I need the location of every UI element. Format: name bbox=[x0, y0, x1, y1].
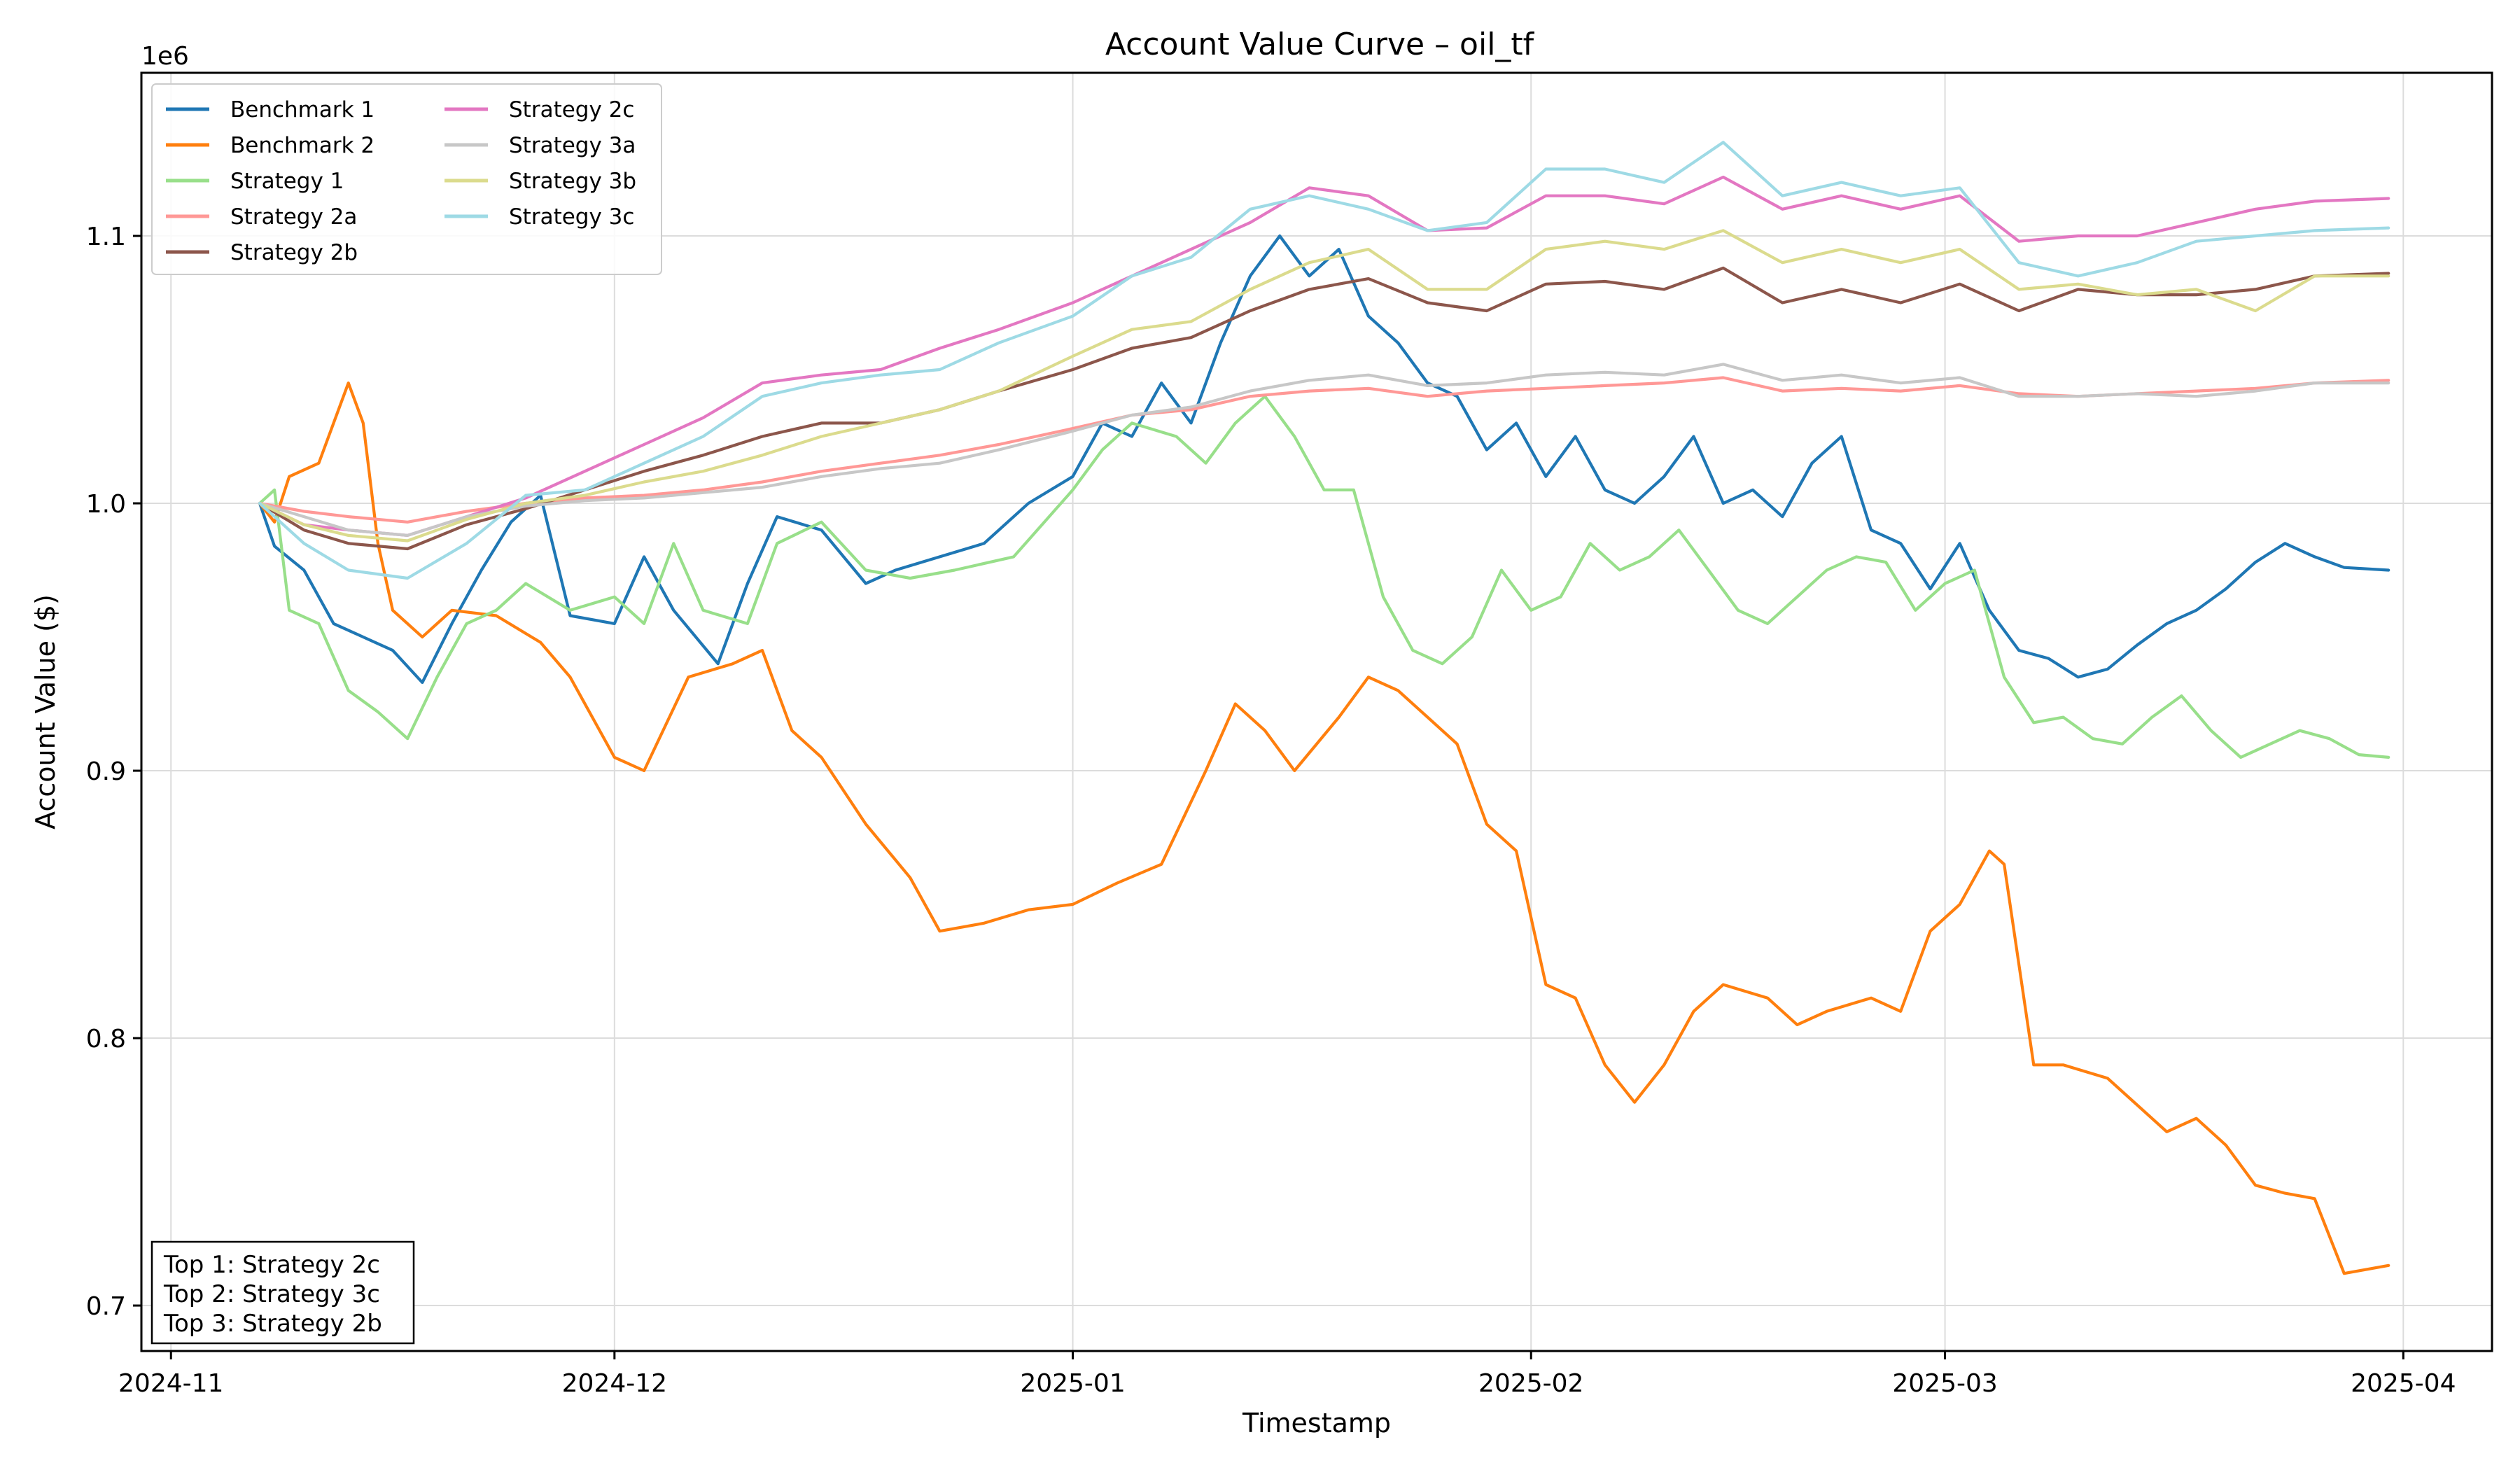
legend-label: Strategy 1 bbox=[230, 169, 344, 194]
legend-label: Strategy 3a bbox=[509, 133, 636, 158]
legend-label: Strategy 3b bbox=[509, 169, 636, 194]
y-tick-label: 1.1 bbox=[86, 223, 126, 251]
annotation-frame bbox=[150, 1240, 415, 1345]
series-line-benchmark-1 bbox=[258, 234, 2390, 685]
chart-title: Account Value Curve – oil_tf bbox=[1105, 27, 1535, 62]
x-tick-label: 2025-03 bbox=[1892, 1369, 1997, 1398]
y-tick-label: 0.7 bbox=[86, 1292, 126, 1321]
legend: Benchmark 1 Benchmark 2 Strategy 1 Strategy… bbox=[151, 83, 662, 275]
annotation-line: Top 1: Strategy 2c bbox=[163, 1251, 380, 1279]
series-line-strategy-3c bbox=[258, 141, 2390, 580]
y-offset-label: 1e6 bbox=[141, 42, 189, 71]
legend-label: Strategy 2c bbox=[509, 97, 634, 122]
legend-label: Strategy 2b bbox=[230, 240, 358, 265]
legend-label: Strategy 2a bbox=[230, 204, 357, 230]
x-tick-label: 2025-04 bbox=[2351, 1369, 2456, 1398]
legend-label: Benchmark 2 bbox=[230, 133, 374, 158]
annotation-line: Top 2: Strategy 3c bbox=[163, 1280, 380, 1308]
y-tick-label: 0.8 bbox=[86, 1025, 126, 1054]
y-axis-label: Account Value ($) bbox=[30, 594, 61, 830]
y-tick-label: 1.0 bbox=[86, 490, 126, 519]
plot-frame bbox=[140, 71, 2493, 1352]
annotation-line: Top 3: Strategy 2b bbox=[163, 1310, 382, 1338]
series-line-strategy-2a bbox=[258, 376, 2390, 524]
series-line-strategy-3a bbox=[258, 363, 2390, 537]
x-tick-label: 2024-12 bbox=[562, 1369, 667, 1398]
series-lines bbox=[258, 141, 2390, 1275]
legend-label: Benchmark 1 bbox=[230, 97, 374, 122]
x-axis: 2024-11 2024-12 2025-01 2025-02 2025-03 2025-… bbox=[118, 1351, 2456, 1398]
series-line-benchmark-2 bbox=[258, 382, 2390, 1275]
y-tick-label: 0.9 bbox=[86, 757, 126, 786]
series-line-strategy-2c bbox=[258, 175, 2390, 537]
series-line-strategy-1 bbox=[258, 395, 2390, 759]
legend-label: Strategy 3c bbox=[509, 204, 634, 230]
x-tick-label: 2025-02 bbox=[1478, 1369, 1583, 1398]
series-line-strategy-3b bbox=[258, 229, 2390, 542]
x-tick-label: 2025-01 bbox=[1020, 1369, 1125, 1398]
x-tick-label: 2024-11 bbox=[118, 1369, 223, 1398]
legend-frame bbox=[151, 83, 662, 275]
y-axis: 0.7 0.8 0.9 1.0 1.1 bbox=[86, 223, 141, 1321]
x-axis-label: Timestamp bbox=[1242, 1408, 1391, 1438]
